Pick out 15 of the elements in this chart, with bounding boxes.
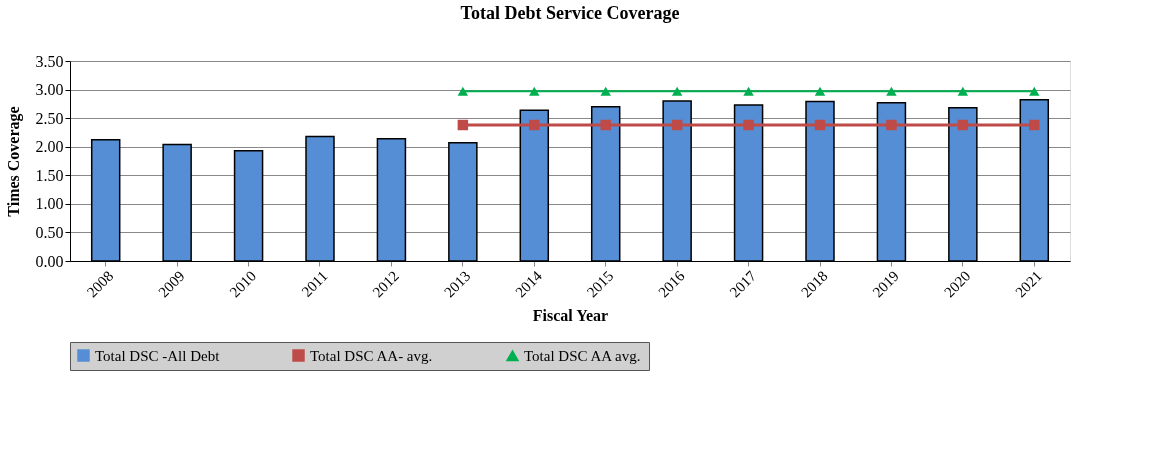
chart-title: Total Debt Service Coverage bbox=[460, 3, 680, 23]
x-tick-label: 2011 bbox=[298, 267, 331, 300]
y-tick-label: 2.00 bbox=[35, 138, 64, 156]
y-tick-label: 1.00 bbox=[35, 195, 64, 213]
legend-label: Total DSC AA avg. bbox=[524, 347, 641, 364]
x-axis-title: Fiscal Year bbox=[532, 307, 609, 325]
legend-label: Total DSC AA- avg. bbox=[310, 347, 433, 364]
y-tick-label: 0.00 bbox=[35, 252, 64, 270]
y-tick-label: 2.50 bbox=[35, 109, 64, 127]
y-tick-label: 3.00 bbox=[35, 81, 64, 99]
y-tick-label: 0.50 bbox=[35, 223, 64, 241]
y-tick-label: 3.50 bbox=[35, 52, 64, 70]
y-tick-label: 1.50 bbox=[35, 166, 64, 184]
y-axis-title: Times Coverage bbox=[4, 106, 23, 217]
legend-label: Total DSC -All Debt bbox=[95, 347, 221, 364]
